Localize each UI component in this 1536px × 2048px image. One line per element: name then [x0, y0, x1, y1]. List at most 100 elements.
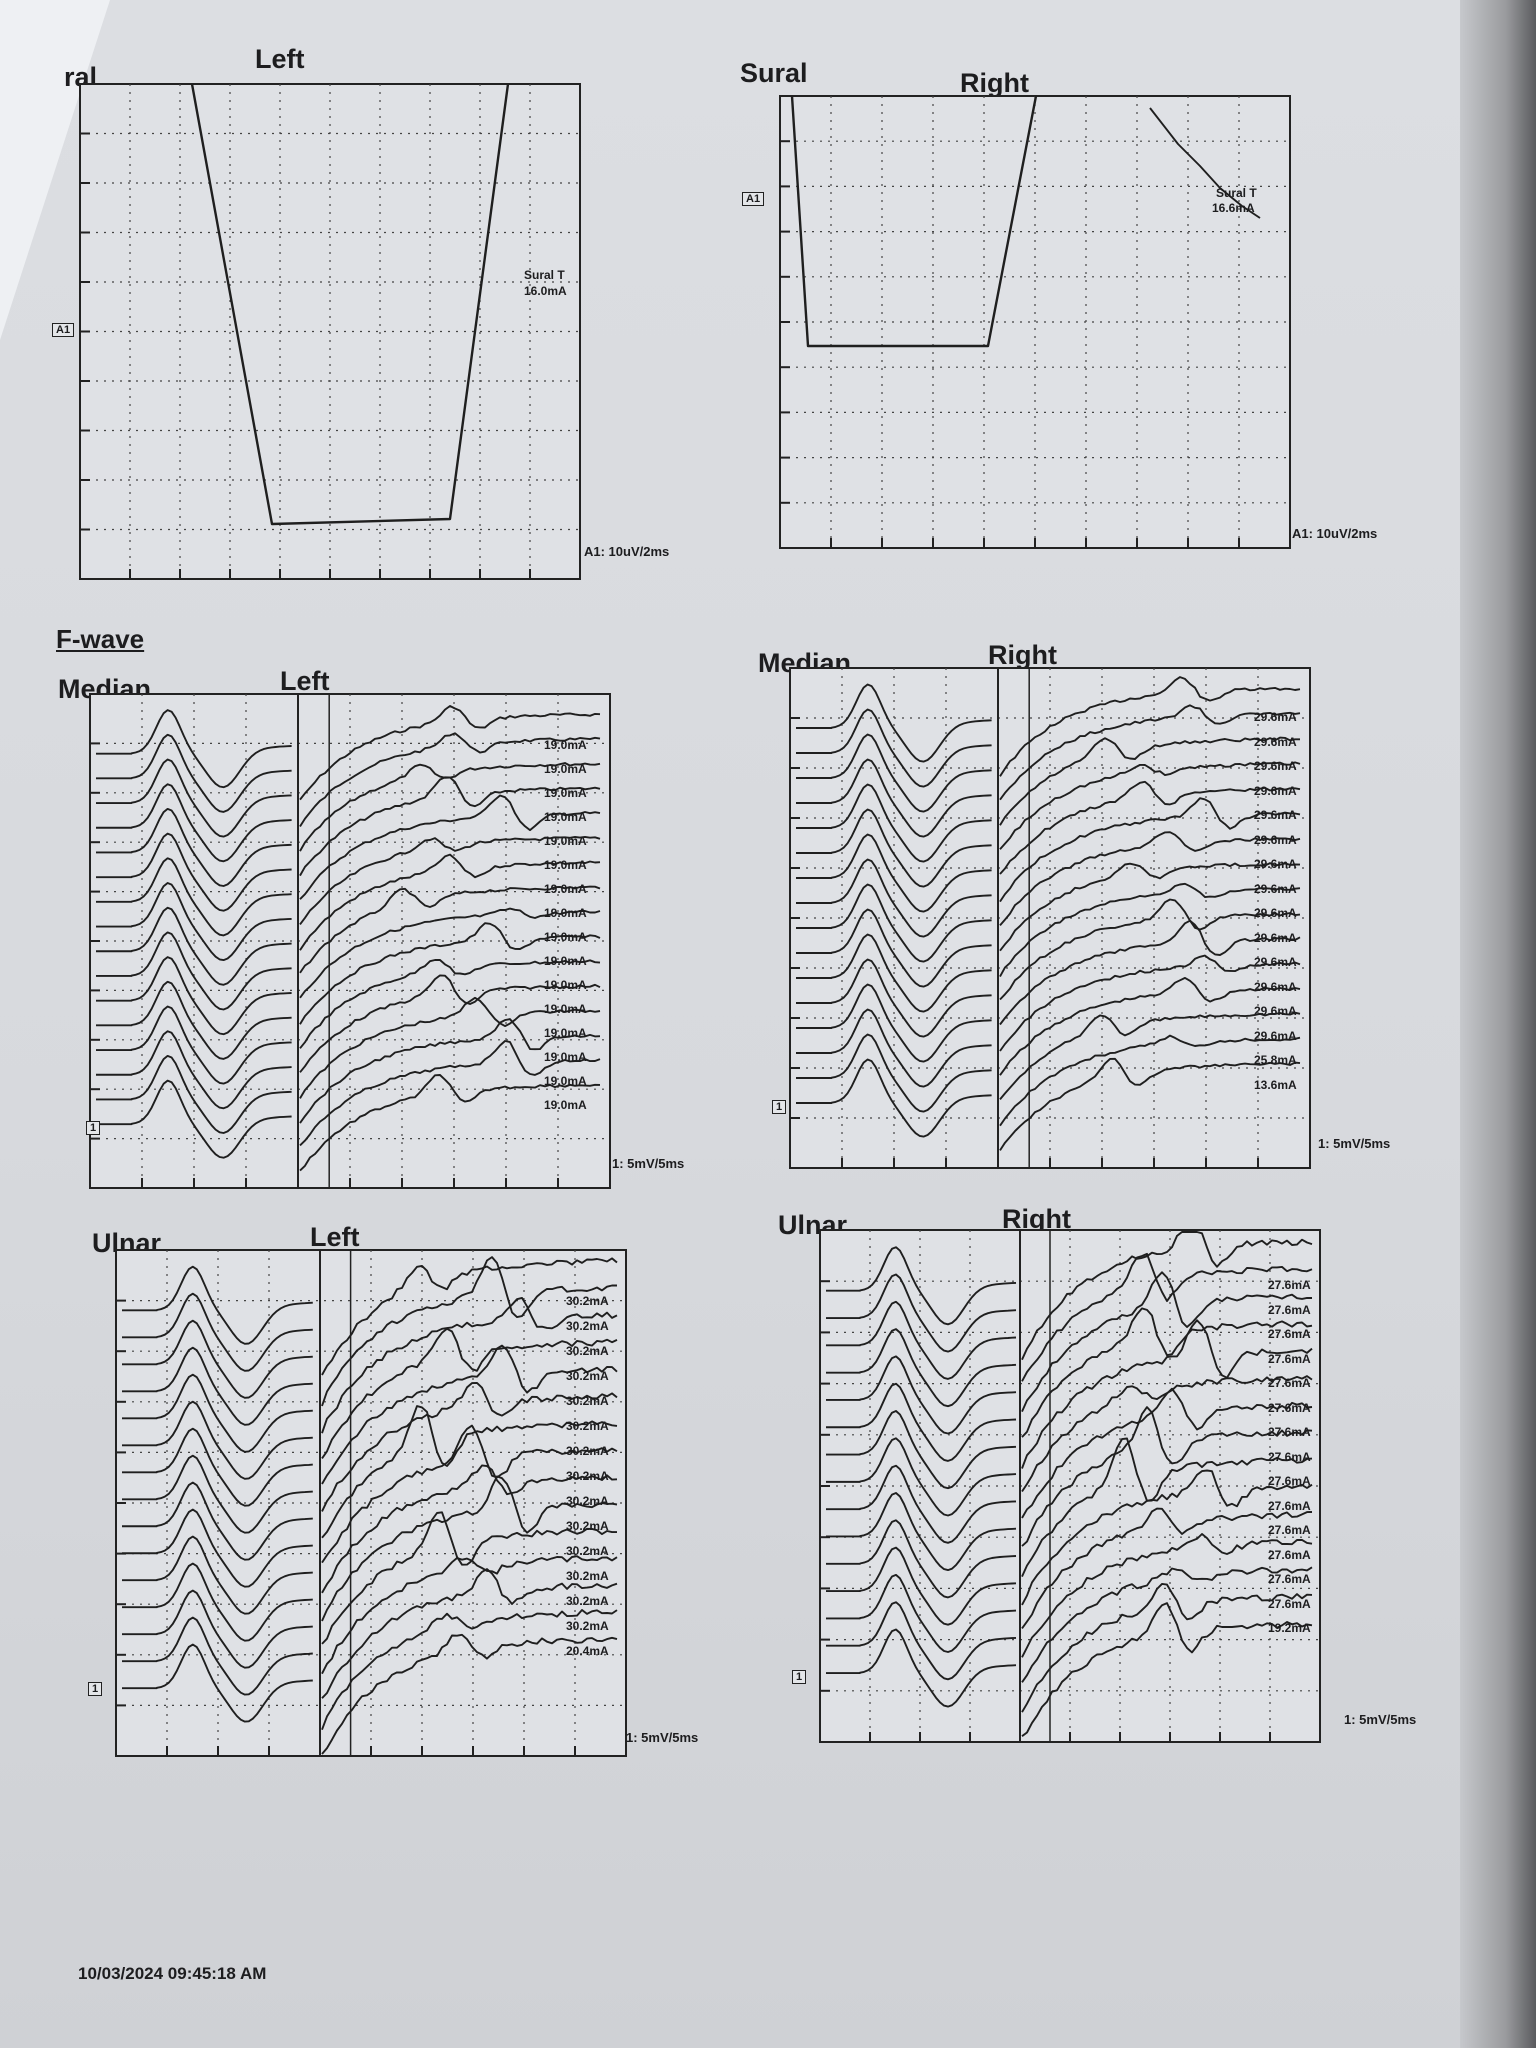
f-wave-trace [999, 1034, 1301, 1127]
stim-intensity-label: 27.6mA [1268, 1278, 1311, 1292]
f-wave-trace [999, 898, 1301, 1001]
f-wave-trace [1021, 1406, 1313, 1547]
m-wave-trace [826, 1410, 1017, 1490]
median-right-side: Right [988, 640, 1057, 670]
f-wave-trace [999, 862, 1301, 952]
sural-left-stim-value: 16.0mA [524, 284, 567, 298]
stim-intensity-label: 29.6mA [1254, 1028, 1297, 1043]
f-wave-trace [1021, 1437, 1313, 1577]
sural-right-scale: A1: 10uV/2ms [1292, 526, 1378, 541]
stim-intensity-label: 30.2mA [566, 1344, 609, 1358]
sural-right-tail [1149, 107, 1261, 219]
stim-intensity-label: 19.0mA [544, 834, 587, 848]
f-wave-trace [999, 831, 1301, 927]
f-wave-trace [999, 761, 1301, 850]
f-wave-trace [299, 974, 601, 1073]
sural-left-stim-label: Sural T [524, 268, 565, 282]
stim-intensity-label: 19.0mA [544, 978, 587, 992]
stim-intensity-label: 29.6mA [1254, 710, 1297, 724]
stim-intensity-label: 29.6mA [1254, 734, 1297, 749]
stim-intensity-label: 29.6mA [1254, 759, 1297, 773]
m-wave-trace [796, 958, 992, 1038]
sural-left-channel-marker: A1 [52, 323, 75, 337]
stim-intensity-label: 30.2mA [566, 1444, 609, 1458]
m-wave-trace [796, 783, 992, 863]
binder-edge [1460, 0, 1536, 2048]
m-wave-trace [796, 983, 992, 1063]
m-wave-trace [826, 1437, 1017, 1517]
stim-intensity-label: 27.6mA [1268, 1572, 1311, 1586]
m-wave-trace [122, 1265, 313, 1345]
stim-intensity-label: 27.6mA [1268, 1523, 1311, 1537]
stim-intensity-label: 30.2mA [566, 1519, 609, 1533]
f-wave-trace [999, 797, 1301, 903]
median-right-plot [789, 667, 1311, 1169]
stim-intensity-label: 30.2mA [566, 1319, 609, 1333]
m-wave-trace [96, 980, 292, 1060]
f-wave-trace [999, 780, 1301, 875]
f-wave-trace [299, 853, 601, 951]
stim-intensity-label: 19.2mA [1268, 1621, 1311, 1635]
m-wave-trace [796, 883, 992, 963]
stim-intensity-label: 29.6mA [1254, 906, 1297, 920]
m-wave-trace [96, 832, 292, 912]
f-wave-trace [321, 1475, 618, 1622]
m-wave-trace [796, 683, 992, 763]
m-wave-trace [122, 1508, 313, 1588]
m-wave-trace [826, 1601, 1017, 1681]
m-wave-trace [96, 906, 292, 986]
m-wave-trace [96, 758, 292, 838]
m-wave-trace [96, 857, 292, 937]
f-wave-trace [1021, 1533, 1313, 1658]
stim-intensity-label: 19.0mA [544, 906, 587, 920]
m-wave-trace [122, 1535, 313, 1615]
sural-left-plot [79, 83, 581, 580]
stim-intensity-label: 19.0mA [544, 762, 587, 776]
m-wave-trace [826, 1328, 1017, 1408]
stim-intensity-label: 30.2mA [566, 1544, 609, 1558]
m-wave-trace [122, 1616, 313, 1696]
stim-intensity-label: 29.6mA [1254, 783, 1297, 798]
m-wave-trace [826, 1546, 1017, 1626]
stim-intensity-label: 30.2mA [566, 1494, 609, 1508]
m-wave-trace [96, 733, 292, 813]
stim-intensity-label: 19.0mA [544, 1002, 587, 1016]
stim-intensity-label: 27.6mA [1268, 1596, 1311, 1611]
stim-intensity-label: 19.0mA [544, 858, 587, 872]
m-wave-trace [826, 1246, 1017, 1326]
f-wave-trace [321, 1257, 618, 1376]
f-wave-trace [999, 882, 1301, 978]
f-wave-trace [299, 794, 601, 900]
m-wave-trace [826, 1355, 1017, 1435]
m-wave-trace [796, 1008, 992, 1088]
sural-right-name: Sural [740, 58, 808, 88]
m-wave-trace [796, 833, 992, 913]
stim-intensity-label: 19.0mA [544, 810, 587, 824]
f-wave-trace [321, 1256, 617, 1407]
f-wave-trace [999, 976, 1301, 1076]
f-wave-trace [299, 1040, 601, 1147]
report-timestamp: 10/03/2024 09:45:18 AM [78, 1964, 267, 1983]
f-wave-trace [321, 1609, 618, 1731]
m-wave-trace [96, 709, 292, 789]
stim-intensity-label: 25.8mA [1254, 1053, 1297, 1067]
f-wave-trace [999, 919, 1301, 1026]
f-wave-trace [1021, 1566, 1313, 1683]
m-wave-trace [796, 808, 992, 888]
m-wave-trace [826, 1382, 1017, 1462]
stim-intensity-label: 30.2mA [566, 1619, 609, 1633]
stim-intensity-label: 27.6mA [1268, 1376, 1311, 1390]
stim-intensity-label: 27.6mA [1268, 1327, 1311, 1341]
f-wave-trace [299, 885, 601, 974]
m-wave-trace [122, 1589, 313, 1669]
f-wave-trace [299, 922, 601, 1025]
f-wave-trace [1021, 1387, 1313, 1519]
ulnar-right-plot [819, 1229, 1321, 1743]
ulnar-left-channel-marker: 1 [88, 1682, 103, 1696]
f-wave-trace [321, 1327, 618, 1459]
m-wave-trace [122, 1373, 313, 1453]
sural-right-channel-marker: A1 [742, 192, 765, 206]
m-wave-trace [122, 1562, 313, 1642]
stim-intensity-label: 29.6mA [1254, 808, 1297, 822]
f-wave-trace [321, 1511, 617, 1645]
